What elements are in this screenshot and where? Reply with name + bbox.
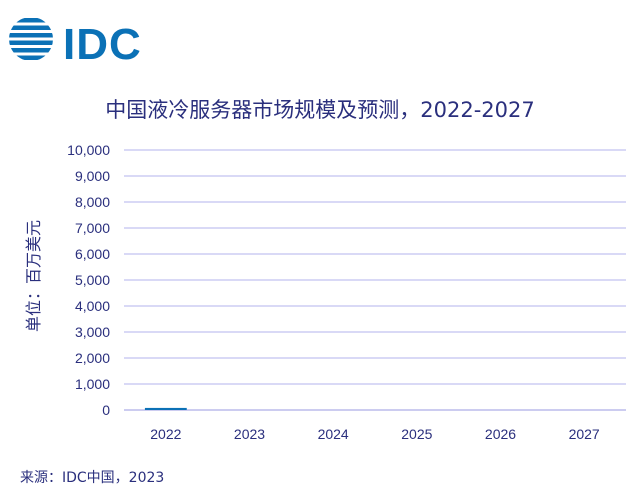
idc-logo-text: IDC [63, 20, 142, 69]
x-tick-label: 2027 [569, 426, 600, 442]
y-tick-label: 8,000 [75, 194, 110, 210]
x-tick-label: 2023 [234, 426, 265, 442]
y-axis-ticks: 0 1,000 2,000 3,000 4,000 5,000 6,000 7,000 8,00… [67, 142, 110, 418]
x-tick-label: 2024 [318, 426, 349, 442]
chart-title: 中国液冷服务器市场规模及预测，2022-2027 [105, 98, 535, 122]
source-note: 来源：IDC中国，2023 [20, 470, 165, 486]
x-tick-label: 2026 [485, 426, 516, 442]
x-tick-label: 2022 [150, 426, 181, 442]
x-axis-ticks: 2022 2023 2024 2025 2026 2027 [150, 426, 600, 442]
bar-2022 [144, 407, 187, 410]
idc-globe-icon [9, 18, 53, 60]
y-tick-label: 7,000 [75, 220, 110, 236]
y-tick-label: 9,000 [75, 168, 110, 184]
y-tick-label: 4,000 [75, 298, 110, 314]
y-tick-label: 10,000 [67, 142, 110, 158]
y-tick-label: 0 [102, 402, 110, 418]
y-tick-label: 3,000 [75, 324, 110, 340]
y-tick-label: 6,000 [75, 246, 110, 262]
y-tick-label: 5,000 [75, 272, 110, 288]
y-tick-label: 1,000 [75, 376, 110, 392]
idc-logo: IDC [8, 16, 153, 72]
bars [144, 407, 187, 410]
gridlines [124, 149, 626, 411]
x-tick-label: 2025 [401, 426, 432, 442]
y-tick-label: 2,000 [75, 350, 110, 366]
